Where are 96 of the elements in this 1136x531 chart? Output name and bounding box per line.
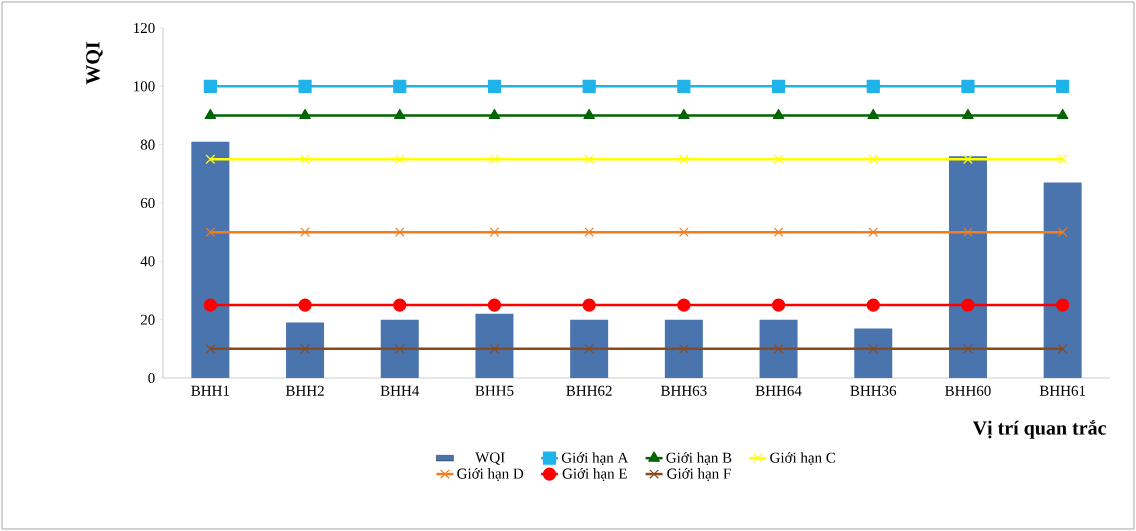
x-tick-label: BHH64	[755, 385, 802, 396]
point	[962, 108, 974, 120]
point	[773, 154, 784, 165]
y-tick-label: 80	[140, 139, 155, 150]
point	[298, 79, 312, 93]
point	[1056, 79, 1070, 93]
bar	[570, 319, 609, 378]
y-tick-label: 60	[140, 197, 155, 209]
point	[205, 343, 216, 354]
point	[394, 227, 405, 238]
point	[868, 343, 879, 354]
y-tick-label: 100	[134, 81, 155, 92]
point	[393, 79, 407, 93]
point	[773, 343, 784, 354]
point	[203, 298, 217, 312]
point	[394, 154, 405, 165]
point	[300, 154, 310, 165]
point	[961, 298, 975, 312]
point	[868, 227, 879, 238]
point	[1057, 154, 1068, 165]
bar	[664, 319, 703, 378]
point	[771, 79, 786, 93]
point	[205, 227, 216, 238]
bar	[854, 328, 893, 378]
point	[679, 343, 689, 354]
point	[866, 298, 880, 312]
point	[582, 79, 596, 93]
point	[584, 154, 594, 165]
x-axis-title: Vị trí quan trắc	[972, 420, 1106, 439]
point	[583, 108, 595, 120]
point	[771, 298, 786, 312]
x-tick-label: BHH62	[566, 385, 612, 396]
bar	[380, 319, 419, 378]
x-tick-label: BHH60	[945, 385, 991, 396]
point	[677, 298, 691, 312]
point	[203, 79, 217, 93]
point	[679, 154, 689, 165]
point	[299, 108, 311, 120]
point	[300, 227, 310, 238]
x-tick-label: BHH4	[380, 385, 420, 396]
point	[394, 343, 405, 354]
point	[584, 227, 594, 238]
point	[582, 298, 596, 312]
point	[1056, 298, 1070, 312]
point	[1056, 108, 1069, 120]
legend-label: Giới hạn D	[457, 468, 524, 482]
point	[489, 227, 500, 238]
point	[487, 298, 502, 312]
point	[961, 79, 975, 93]
point	[393, 108, 406, 120]
point	[489, 343, 500, 354]
legend-label: Giới hạn C	[770, 452, 836, 466]
legend-label: WQI	[475, 452, 505, 465]
point	[772, 108, 785, 120]
y-tick-label: 0	[148, 372, 155, 384]
point	[1057, 343, 1068, 354]
y-tick-label: 20	[140, 314, 155, 325]
point	[300, 343, 310, 354]
bar	[475, 313, 514, 378]
legend-label: Giới hạn F	[667, 468, 731, 482]
point	[677, 79, 691, 93]
point	[298, 298, 312, 312]
point	[584, 343, 594, 354]
point	[205, 154, 216, 165]
x-tick-label: BHH2	[285, 385, 324, 396]
x-tick-label: BHH5	[475, 385, 514, 396]
y-axis-title: WQI	[86, 42, 103, 85]
point	[204, 108, 217, 120]
legend-label: Giới hạn E	[562, 468, 627, 482]
point	[487, 79, 502, 93]
point	[866, 79, 880, 93]
x-tick-label: BHH1	[191, 385, 230, 396]
point	[867, 108, 880, 120]
point	[678, 108, 690, 120]
point	[489, 154, 500, 165]
y-tick-label: 120	[134, 22, 155, 34]
bar	[286, 322, 325, 378]
bar	[759, 319, 798, 378]
point	[773, 227, 784, 238]
point	[393, 298, 407, 312]
point	[488, 108, 501, 120]
bar	[191, 141, 230, 378]
x-tick-label: BHH36	[850, 385, 897, 396]
legend-label: Giới hạn B	[666, 452, 732, 466]
legend-label: Giới hạn A	[561, 452, 629, 466]
point	[1057, 227, 1068, 238]
bar	[1043, 182, 1082, 378]
point	[868, 154, 879, 165]
point	[679, 227, 689, 238]
point	[963, 154, 973, 165]
point	[963, 227, 973, 238]
y-tick-label: 40	[140, 256, 155, 267]
x-tick-label: BHH61	[1039, 385, 1086, 396]
x-tick-label: BHH63	[660, 385, 707, 396]
point	[963, 343, 973, 354]
bar	[948, 156, 987, 378]
